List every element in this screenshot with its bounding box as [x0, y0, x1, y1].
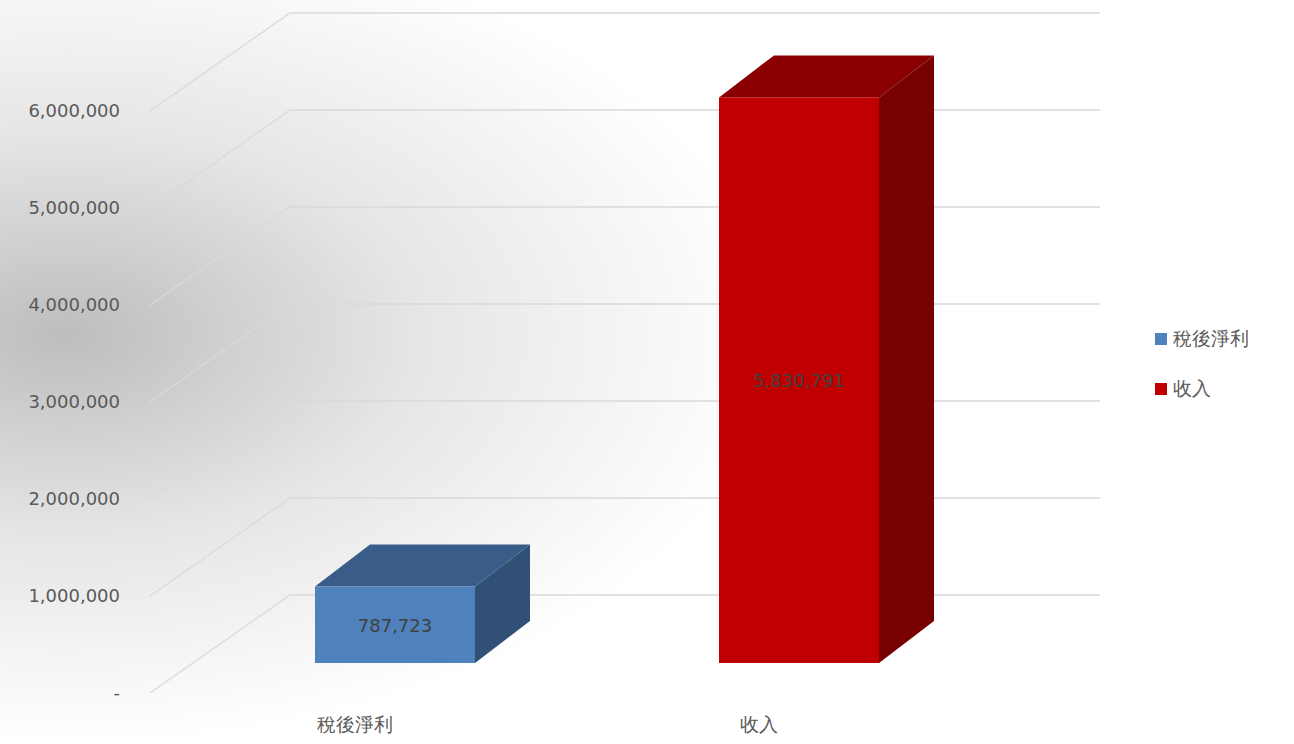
grid-line — [150, 304, 1100, 402]
grid-line — [150, 595, 1100, 693]
data-labels: 787,723 5,830,791 — [358, 370, 845, 636]
grid-line — [150, 13, 1100, 111]
grid-line — [150, 110, 1100, 208]
bars — [315, 55, 934, 663]
y-tick-label: 3,000,000 — [28, 391, 120, 412]
y-tick-label: 4,000,000 — [28, 294, 120, 315]
y-tick-label: 5,000,000 — [28, 197, 120, 218]
chart: - 1,000,000 2,000,000 3,000,000 4,000,000 5,0… — [0, 0, 1294, 744]
legend-swatch — [1155, 383, 1167, 395]
y-tick-label: 6,000,000 — [28, 100, 120, 121]
bar-side — [879, 55, 934, 663]
y-tick-label: 2,000,000 — [28, 488, 120, 509]
legend-label: 稅後淨利 — [1173, 327, 1249, 349]
y-tick-label: 1,000,000 — [28, 585, 120, 606]
bar — [719, 55, 934, 663]
bar-top — [315, 545, 530, 587]
bar-front — [719, 97, 879, 663]
grid-line — [150, 498, 1100, 596]
grid-line — [150, 401, 1100, 499]
background — [0, 0, 1294, 744]
legend-label: 收入 — [1173, 377, 1211, 399]
bar-front — [315, 587, 475, 663]
y-tick-label: - — [114, 682, 121, 703]
grid-line — [150, 207, 1100, 305]
bar — [315, 545, 530, 663]
x-tick-label: 收入 — [740, 713, 778, 735]
data-label: 5,830,791 — [753, 370, 845, 391]
legend: 稅後淨利收入 — [1155, 327, 1249, 399]
data-label: 787,723 — [358, 615, 432, 636]
bar-top — [719, 55, 934, 97]
x-tick-label: 稅後淨利 — [317, 713, 393, 735]
legend-swatch — [1155, 333, 1167, 345]
grid — [150, 13, 1100, 693]
